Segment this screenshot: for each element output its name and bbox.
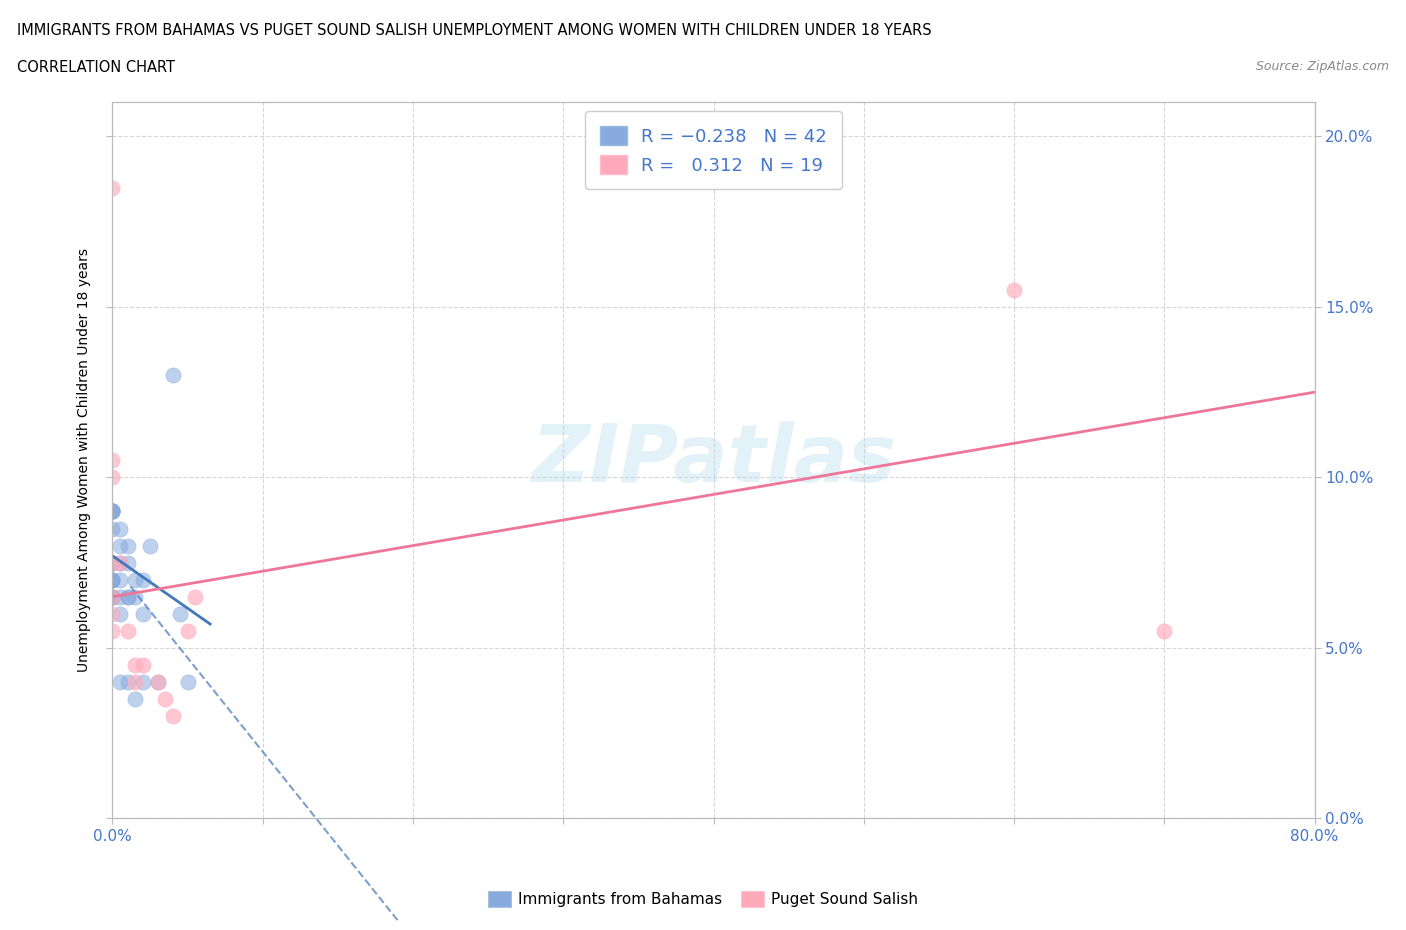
Point [117,555,139,570]
Point [101,521,124,536]
Point [1153,623,1175,638]
Point [101,555,124,570]
Point [139,538,162,553]
Point [101,590,124,604]
Point [108,572,131,587]
Point [101,572,124,587]
Point [101,590,124,604]
Text: ZIPatlas: ZIPatlas [531,421,896,499]
Point [176,623,198,638]
Legend: R = −0.238   N = 42, R =   0.312   N = 19: R = −0.238 N = 42, R = 0.312 N = 19 [585,112,842,189]
Point [101,590,124,604]
Point [124,674,146,689]
Point [101,555,124,570]
Point [101,555,124,570]
Point [117,538,139,553]
Point [131,674,153,689]
Point [169,606,191,621]
Point [101,623,124,638]
Point [146,674,169,689]
Point [131,658,153,672]
Point [131,606,153,621]
Point [101,572,124,587]
Text: CORRELATION CHART: CORRELATION CHART [17,60,174,75]
Point [117,623,139,638]
Point [176,674,198,689]
Point [101,606,124,621]
Point [108,538,131,553]
Point [101,470,124,485]
Point [108,555,131,570]
Point [124,692,146,707]
Y-axis label: Unemployment Among Women with Children Under 18 years: Unemployment Among Women with Children U… [77,248,91,672]
Point [101,504,124,519]
Point [153,692,176,707]
Point [101,504,124,519]
Point [108,590,131,604]
Point [1002,283,1025,298]
Point [108,555,131,570]
Point [124,572,146,587]
Point [124,658,146,672]
Text: IMMIGRANTS FROM BAHAMAS VS PUGET SOUND SALISH UNEMPLOYMENT AMONG WOMEN WITH CHIL: IMMIGRANTS FROM BAHAMAS VS PUGET SOUND S… [17,23,932,38]
Point [108,674,131,689]
Point [117,590,139,604]
Point [131,572,153,587]
Text: Source: ZipAtlas.com: Source: ZipAtlas.com [1256,60,1389,73]
Point [162,367,184,382]
Point [108,521,131,536]
Point [101,555,124,570]
Point [101,453,124,468]
Point [101,590,124,604]
Point [101,180,124,195]
Point [162,709,184,724]
Point [101,590,124,604]
Point [101,504,124,519]
Legend: Immigrants from Bahamas, Puget Sound Salish: Immigrants from Bahamas, Puget Sound Sal… [482,884,924,913]
Point [101,504,124,519]
Point [101,572,124,587]
Point [184,590,207,604]
Point [108,606,131,621]
Point [124,590,146,604]
Point [146,674,169,689]
Point [101,504,124,519]
Point [101,555,124,570]
Point [117,674,139,689]
Point [101,572,124,587]
Point [101,504,124,519]
Point [117,590,139,604]
